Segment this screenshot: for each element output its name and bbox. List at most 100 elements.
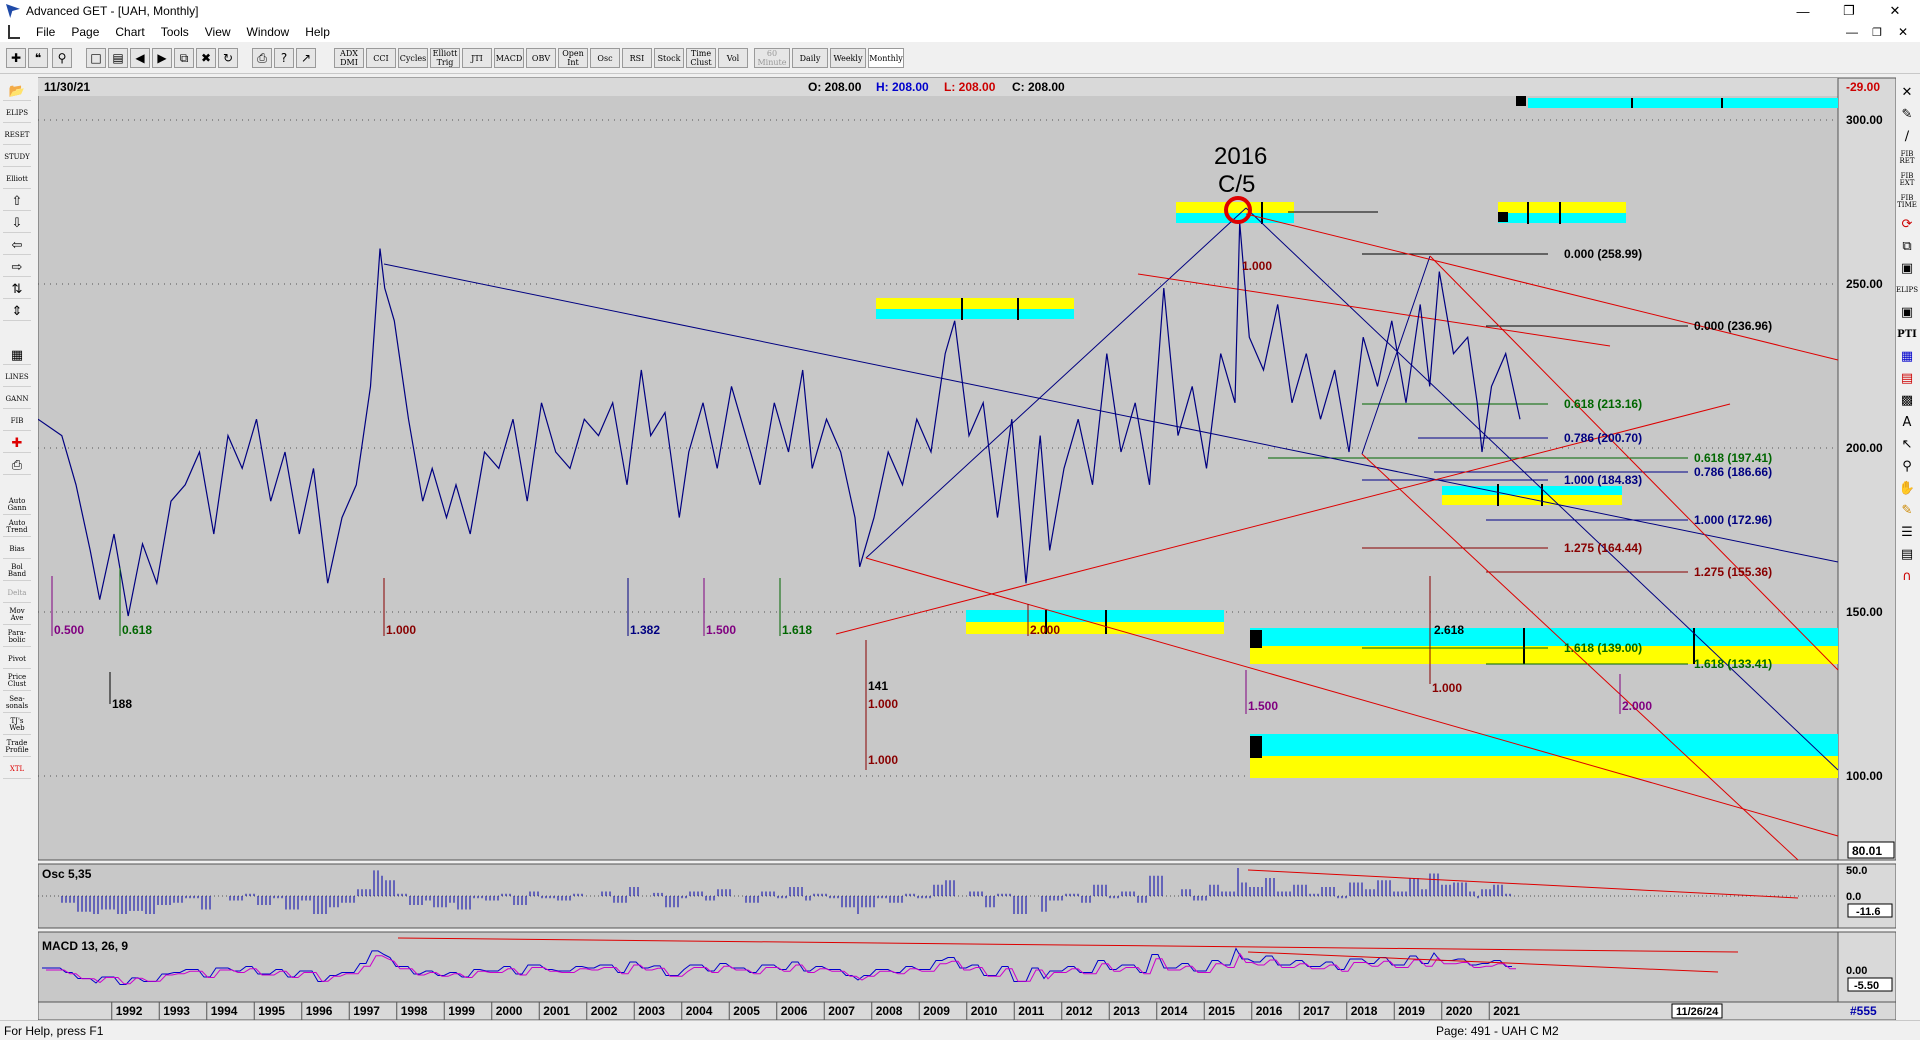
- doc-minimize-icon[interactable]: —: [1846, 25, 1858, 39]
- cycle-icon[interactable]: ⇅: [3, 280, 31, 299]
- interval-monthly-button[interactable]: Monthly: [868, 48, 904, 68]
- bias-tool[interactable]: Bias: [3, 540, 31, 559]
- refresh-icon[interactable]: ↻: [218, 48, 238, 68]
- study-osc-button[interactable]: Osc: [590, 48, 620, 68]
- study-stock-button[interactable]: Stock: [654, 48, 684, 68]
- lines-tool[interactable]: LINES: [3, 368, 31, 387]
- menu-view[interactable]: View: [204, 25, 231, 39]
- xtl-tool[interactable]: XTL: [3, 760, 31, 779]
- swirl-icon[interactable]: ⟳: [1901, 216, 1913, 232]
- study-open-int-button[interactable]: Open Int: [558, 48, 588, 68]
- magnet-icon[interactable]: ∩: [1902, 568, 1912, 584]
- menu-file[interactable]: File: [36, 25, 56, 39]
- print-tool-icon[interactable]: ⎙: [3, 456, 31, 475]
- print-preview-icon[interactable]: ▤: [108, 48, 128, 68]
- study-time-clust-button[interactable]: Time Clust: [686, 48, 716, 68]
- magnifier-icon[interactable]: ⚲: [1902, 458, 1912, 474]
- study-jti-button[interactable]: JTI: [462, 48, 492, 68]
- grid-icon[interactable]: ▦: [3, 346, 31, 365]
- fib-ret-tool[interactable]: FIB RET: [1899, 150, 1915, 165]
- study-cycles-button[interactable]: Cycles: [398, 48, 428, 68]
- copy-tool-icon[interactable]: ⧉: [1902, 238, 1912, 254]
- elliott-tool[interactable]: Elliott: [3, 170, 31, 189]
- tjs-web-tool[interactable]: TJ's Web: [3, 716, 31, 735]
- list-icon[interactable]: ☰: [1901, 524, 1913, 540]
- back-icon[interactable]: ◀: [130, 48, 150, 68]
- mov-ave-tool[interactable]: Mov Ave: [3, 606, 31, 625]
- study-cci-button[interactable]: CCI: [366, 48, 396, 68]
- open-folder-icon[interactable]: 📂: [3, 82, 31, 101]
- study-tool[interactable]: STUDY: [3, 148, 31, 167]
- auto-trend-tool[interactable]: Auto Trend: [3, 518, 31, 537]
- quote-icon[interactable]: ❝: [28, 48, 48, 68]
- ruler-icon[interactable]: ▣: [1900, 304, 1914, 320]
- year-label: 1994: [211, 1004, 238, 1018]
- fib-tool[interactable]: FIB: [3, 412, 31, 431]
- cross-icon[interactable]: ✚: [3, 434, 31, 453]
- left-arrow-icon[interactable]: ⇦: [3, 236, 31, 255]
- gann-tool[interactable]: GANN: [3, 390, 31, 409]
- ratio-label: 0.618: [122, 623, 152, 637]
- parabolic-tool[interactable]: Para-bolic: [3, 628, 31, 647]
- doc-restore-icon[interactable]: ❐: [1872, 26, 1882, 39]
- chart-area[interactable]: 11/30/21 O: 208.00 H: 208.00 L: 208.00 C…: [37, 74, 1897, 1021]
- down-arrow-icon[interactable]: ⇩: [3, 214, 31, 233]
- price-clust-tool[interactable]: Price Clust: [3, 672, 31, 691]
- close-icon[interactable]: ✕: [1889, 3, 1901, 18]
- interval-60-minute-button[interactable]: 60 Minute: [754, 48, 790, 68]
- trade-profile-tool[interactable]: Trade Profile: [3, 738, 31, 757]
- print-icon[interactable]: ⎙: [252, 48, 272, 68]
- zoom-icon[interactable]: ⚲: [52, 48, 72, 68]
- line-icon[interactable]: ∕: [1904, 128, 1910, 144]
- menu-chart[interactable]: Chart: [115, 25, 145, 39]
- grab-icon[interactable]: ✋: [1898, 480, 1916, 496]
- delete-icon[interactable]: ✖: [196, 48, 216, 68]
- ellipse-tool[interactable]: ELIPS: [3, 104, 31, 123]
- interval-weekly-button[interactable]: Weekly: [830, 48, 866, 68]
- crosshair-icon[interactable]: ✚: [6, 48, 26, 68]
- reset-tool[interactable]: RESET: [3, 126, 31, 145]
- new-page-icon[interactable]: □: [86, 48, 106, 68]
- restore-icon[interactable]: ❐: [1843, 3, 1855, 18]
- minimize-icon[interactable]: —: [1796, 3, 1810, 19]
- delta-tool[interactable]: Delta: [3, 584, 31, 603]
- study-macd-button[interactable]: MACD: [494, 48, 524, 68]
- copy-icon[interactable]: ⧉: [174, 48, 194, 68]
- right-arrow-icon[interactable]: ⇨: [3, 258, 31, 277]
- ratio-label: 1.000: [1242, 259, 1272, 273]
- menu-tools[interactable]: Tools: [160, 25, 189, 39]
- pivot-tool[interactable]: Pivot: [3, 650, 31, 669]
- bol-band-tool[interactable]: Bol Band: [3, 562, 31, 581]
- study-elliott-trig-button[interactable]: Elliott Trig: [430, 48, 460, 68]
- pti-tool[interactable]: PTI: [1897, 328, 1917, 340]
- fib-ext-tool[interactable]: FIB EXT: [1899, 172, 1915, 187]
- help-icon[interactable]: ?: [274, 48, 294, 68]
- icon-b[interactable]: ▩: [1900, 392, 1914, 408]
- menu-page[interactable]: Page: [71, 25, 100, 39]
- window-icon[interactable]: ▣: [1900, 260, 1914, 276]
- study-rsi-button[interactable]: RSI: [622, 48, 652, 68]
- grid-tool-icon[interactable]: ▦: [1900, 348, 1914, 364]
- interval-daily-button[interactable]: Daily: [792, 48, 828, 68]
- up-arrow-icon[interactable]: ⇧: [3, 192, 31, 211]
- study-obv-button[interactable]: OBV: [526, 48, 556, 68]
- doc-close-icon[interactable]: ✕: [1898, 25, 1909, 39]
- text-icon[interactable]: A: [1902, 414, 1912, 430]
- seasonals-tool[interactable]: Sea-sonals: [3, 694, 31, 713]
- menu-help[interactable]: Help: [305, 25, 330, 39]
- auto-gann-tool[interactable]: Auto Gann: [3, 496, 31, 515]
- close-tool-icon[interactable]: ✕: [1901, 84, 1913, 100]
- ellipse-right-tool[interactable]: ELIPS: [1895, 285, 1919, 294]
- menu-window[interactable]: Window: [246, 25, 290, 39]
- study-adx-dmi-button[interactable]: ADX DMI: [334, 48, 364, 68]
- spread-icon[interactable]: ⇕: [3, 302, 31, 321]
- forward-icon[interactable]: ▶: [152, 48, 172, 68]
- whats-this-icon[interactable]: ↗: [296, 48, 316, 68]
- note-icon[interactable]: ▤: [1900, 546, 1914, 562]
- arrow-icon[interactable]: ↖: [1901, 436, 1913, 452]
- paint-icon[interactable]: ✎: [1901, 502, 1913, 518]
- study-vol-button[interactable]: Vol: [718, 48, 748, 68]
- calendar-icon[interactable]: ▤: [1900, 370, 1914, 386]
- fib-time-tool[interactable]: FIB TIME: [1897, 194, 1917, 209]
- pencil-icon[interactable]: ✎: [1901, 106, 1913, 122]
